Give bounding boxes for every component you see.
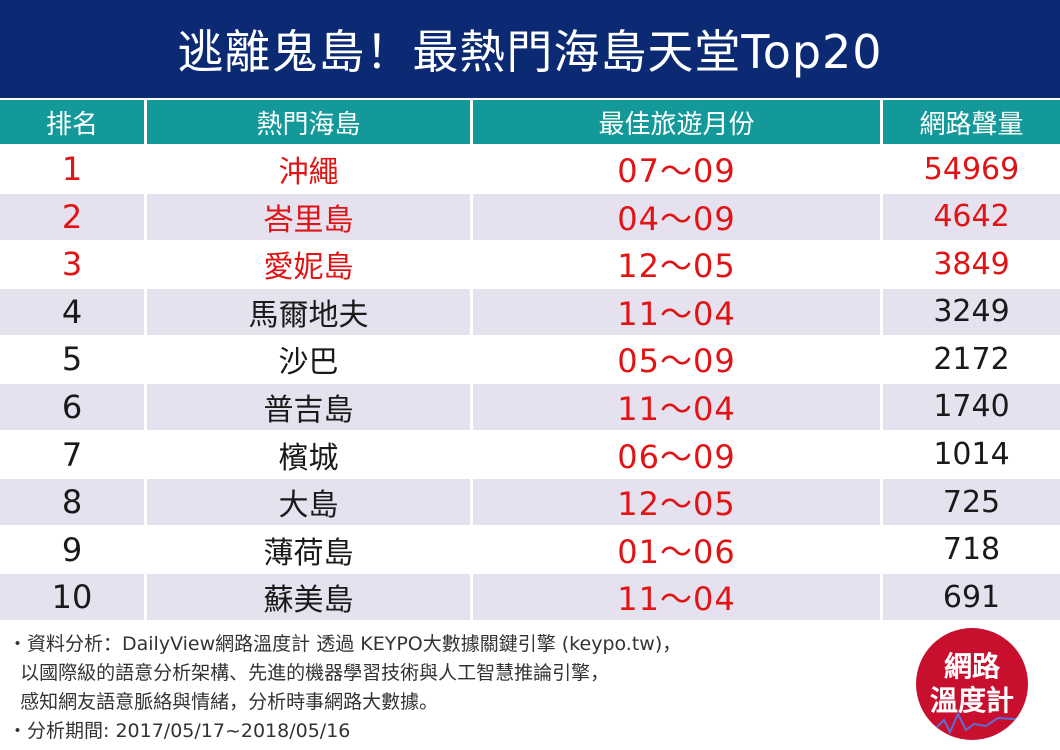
pulse-line-icon xyxy=(916,711,1028,735)
island-cell: 沙巴 xyxy=(147,336,473,383)
rank-cell: 7 xyxy=(0,431,147,478)
rank-cell: 6 xyxy=(0,383,147,430)
header-island: 熱門海島 xyxy=(147,100,473,144)
rank-cell: 1 xyxy=(0,146,147,192)
ranking-table: 排名 熱門海島 最佳旅遊月份 網路聲量 1 沖繩 07～09 54969 2 峇里島 04～… xyxy=(0,100,1060,621)
rank-cell: 2 xyxy=(0,193,147,240)
months-cell: 07～09 xyxy=(473,146,883,192)
buzz-cell: 4642 xyxy=(883,193,1060,240)
island-cell: 蘇美島 xyxy=(147,574,473,621)
months-cell: 12～05 xyxy=(473,241,883,288)
island-cell: 愛妮島 xyxy=(147,241,473,288)
table-row: 6 普吉島 11～04 1740 xyxy=(0,381,1060,430)
table-row: 9 薄荷島 01～06 718 xyxy=(0,524,1060,573)
months-cell: 12～05 xyxy=(473,479,883,526)
logo-text-line1: 網路 xyxy=(943,650,1000,683)
buzz-cell: 1014 xyxy=(883,431,1060,478)
table-row: 4 馬爾地夫 11～04 3249 xyxy=(0,286,1060,335)
note-line: 以國際級的語意分析架構、先進的機器學習技術與人工智慧推論引擎， xyxy=(8,662,610,684)
header-buzz: 網路聲量 xyxy=(919,109,1024,140)
table-row: 8 大島 12～05 725 xyxy=(0,477,1060,526)
buzz-cell: 2172 xyxy=(883,336,1060,383)
months-cell: 11～04 xyxy=(473,288,883,335)
rank-cell: 8 xyxy=(0,479,147,526)
header-months: 最佳旅遊月份 xyxy=(473,100,883,144)
table-row: 5 沙巴 05～09 2172 xyxy=(0,334,1060,383)
months-cell: 11～04 xyxy=(473,574,883,621)
header-rank: 排名 xyxy=(0,100,147,144)
note-line: ・資料分析：DailyView網路溫度計 透過 KEYPO大數據關鍵引擎 (ke… xyxy=(8,633,682,655)
buzz-cell: 54969 xyxy=(883,146,1060,192)
island-cell: 馬爾地夫 xyxy=(147,288,473,335)
logo-text-line2: 溫度計 xyxy=(929,684,1014,717)
buzz-cell: 3849 xyxy=(883,241,1060,288)
months-cell: 01～06 xyxy=(473,526,883,573)
page-title: 逃離鬼島！最熱門海島天堂Top20 xyxy=(0,0,1060,98)
rank-cell: 5 xyxy=(0,336,147,383)
buzz-cell: 725 xyxy=(883,479,1060,526)
table-row: 7 檳城 06～09 1014 xyxy=(0,429,1060,478)
rank-cell: 10 xyxy=(0,574,147,621)
island-cell: 峇里島 xyxy=(147,193,473,240)
analysis-notes: ・資料分析：DailyView網路溫度計 透過 KEYPO大數據關鍵引擎 (ke… xyxy=(8,630,888,746)
note-line: ・分析期間: 2017/05/17~2018/05/16 xyxy=(8,720,351,742)
table-row: 10 蘇美島 11～04 691 xyxy=(0,572,1060,621)
rank-cell: 3 xyxy=(0,241,147,288)
table-row: 1 沖繩 07～09 54969 xyxy=(0,144,1060,192)
months-cell: 05～09 xyxy=(473,336,883,383)
note-line: 感知網友語意脈絡與情緒，分析時事網路大數據。 xyxy=(8,691,439,713)
dailyview-logo: 網路 溫度計 xyxy=(916,628,1028,740)
island-cell: 普吉島 xyxy=(147,383,473,430)
buzz-cell: 691 xyxy=(883,574,1060,621)
rank-cell: 4 xyxy=(0,288,147,335)
island-cell: 大島 xyxy=(147,479,473,526)
table-header: 排名 熱門海島 最佳旅遊月份 網路聲量 xyxy=(0,100,1060,144)
months-cell: 11～04 xyxy=(473,383,883,430)
island-cell: 薄荷島 xyxy=(147,526,473,573)
buzz-cell: 1740 xyxy=(883,383,1060,430)
buzz-cell: 3249 xyxy=(883,288,1060,335)
table-row: 2 峇里島 04～09 4642 xyxy=(0,191,1060,240)
island-cell: 檳城 xyxy=(147,431,473,478)
months-cell: 04～09 xyxy=(473,193,883,240)
buzz-cell: 718 xyxy=(883,526,1060,573)
months-cell: 06～09 xyxy=(473,431,883,478)
island-cell: 沖繩 xyxy=(147,146,473,192)
rank-cell: 9 xyxy=(0,526,147,573)
table-row: 3 愛妮島 12～05 3849 xyxy=(0,239,1060,288)
